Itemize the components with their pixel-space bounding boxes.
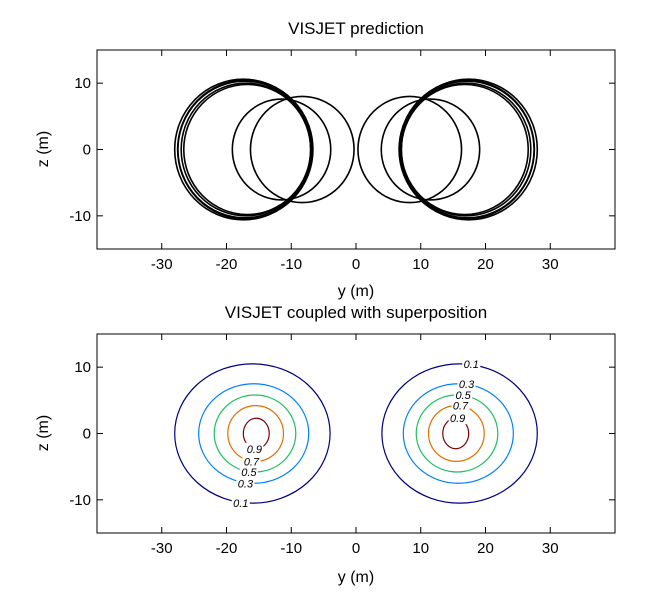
x-tick-label-top: -30 — [151, 256, 173, 273]
y-tick-label-bottom: 10 — [74, 359, 91, 376]
subplot-visjet-prediction: VISJET prediction -30 -20 -10 0 10 20 30 -10 0 10… — [35, 19, 616, 300]
y-axis-label-top: z (m) — [35, 131, 52, 167]
plume-circle — [249, 95, 355, 204]
plot-area-bottom: 0.10.30.50.70.90.10.30.50.70.9 — [174, 357, 538, 510]
x-tick-label-top: 0 — [352, 256, 360, 273]
contour-0_1 — [381, 363, 538, 504]
plume-circle — [399, 78, 539, 221]
contour-label-bg — [231, 497, 250, 510]
contour-label-bg — [242, 455, 261, 468]
axis-ticks-top: -30 -20 -10 0 10 20 30 -10 0 10 — [69, 50, 615, 273]
contour-label-bg — [448, 412, 467, 425]
plume-circle — [173, 78, 313, 221]
x-axis-label-top: y (m) — [338, 283, 374, 300]
contour-label: 0.5 — [241, 467, 257, 479]
contour-label-bg — [457, 377, 476, 390]
contour-label-bg — [454, 389, 473, 402]
x-tick-label-bottom: -20 — [216, 540, 238, 557]
chart-title-bottom: VISJET coupled with superposition — [225, 303, 487, 322]
contour-label: 0.3 — [459, 379, 475, 391]
x-tick-label-bottom: 10 — [412, 540, 429, 557]
contour-label: 0.3 — [238, 478, 254, 490]
x-tick-label-top: 20 — [477, 256, 494, 273]
contour-label: 0.7 — [453, 401, 469, 413]
contour-label: 0.1 — [233, 498, 248, 510]
plume-circle — [400, 83, 530, 216]
y-tick-label-top: 10 — [74, 75, 91, 92]
contour-label: 0.9 — [247, 444, 262, 456]
y-tick-label-top: -10 — [69, 208, 91, 225]
plot-area-top — [173, 78, 539, 221]
x-tick-label-top: 10 — [412, 256, 429, 273]
plume-circle — [176, 79, 314, 220]
y-tick-label-bottom: 0 — [83, 426, 91, 443]
subplot-visjet-superposition: VISJET coupled with superposition 0.1 0.3… — [35, 303, 616, 586]
contour-label-bg — [462, 357, 481, 370]
contour-label-bg — [245, 442, 264, 455]
x-tick-label-top: 30 — [542, 256, 559, 273]
x-tick-label-top: -20 — [216, 256, 238, 273]
x-tick-label-bottom: -30 — [151, 540, 173, 557]
contour-0_1 — [174, 363, 331, 504]
contour-label-bg — [239, 465, 258, 478]
contour-label-bg — [236, 477, 255, 490]
y-tick-label-bottom: -10 — [69, 492, 91, 509]
x-tick-label-bottom: 0 — [352, 540, 360, 557]
plume-circle — [231, 98, 332, 201]
contour-label: 0.5 — [455, 390, 471, 402]
contour-label-bg — [451, 399, 470, 412]
x-tick-label-bottom: 30 — [542, 540, 559, 557]
x-tick-label-bottom: 20 — [477, 540, 494, 557]
x-axis-label-bottom: y (m) — [338, 569, 374, 586]
plume-circle — [357, 95, 463, 204]
axis-ticks-bottom: -30 -20 -10 0 10 20 30 -10 0 10 — [69, 334, 615, 557]
y-axis-label-bottom: z (m) — [35, 415, 52, 451]
x-tick-label-top: -10 — [280, 256, 302, 273]
contour-label: 0.9 — [450, 413, 465, 425]
chart-title-top: VISJET prediction — [288, 19, 424, 38]
y-tick-label-top: 0 — [83, 142, 91, 159]
x-tick-label-bottom: -10 — [280, 540, 302, 557]
contour-label: 0.7 — [244, 456, 260, 468]
plume-circle — [182, 83, 312, 216]
plume-circle — [380, 98, 481, 201]
plume-circle — [398, 79, 536, 220]
contour-label: 0.1 — [464, 359, 479, 371]
